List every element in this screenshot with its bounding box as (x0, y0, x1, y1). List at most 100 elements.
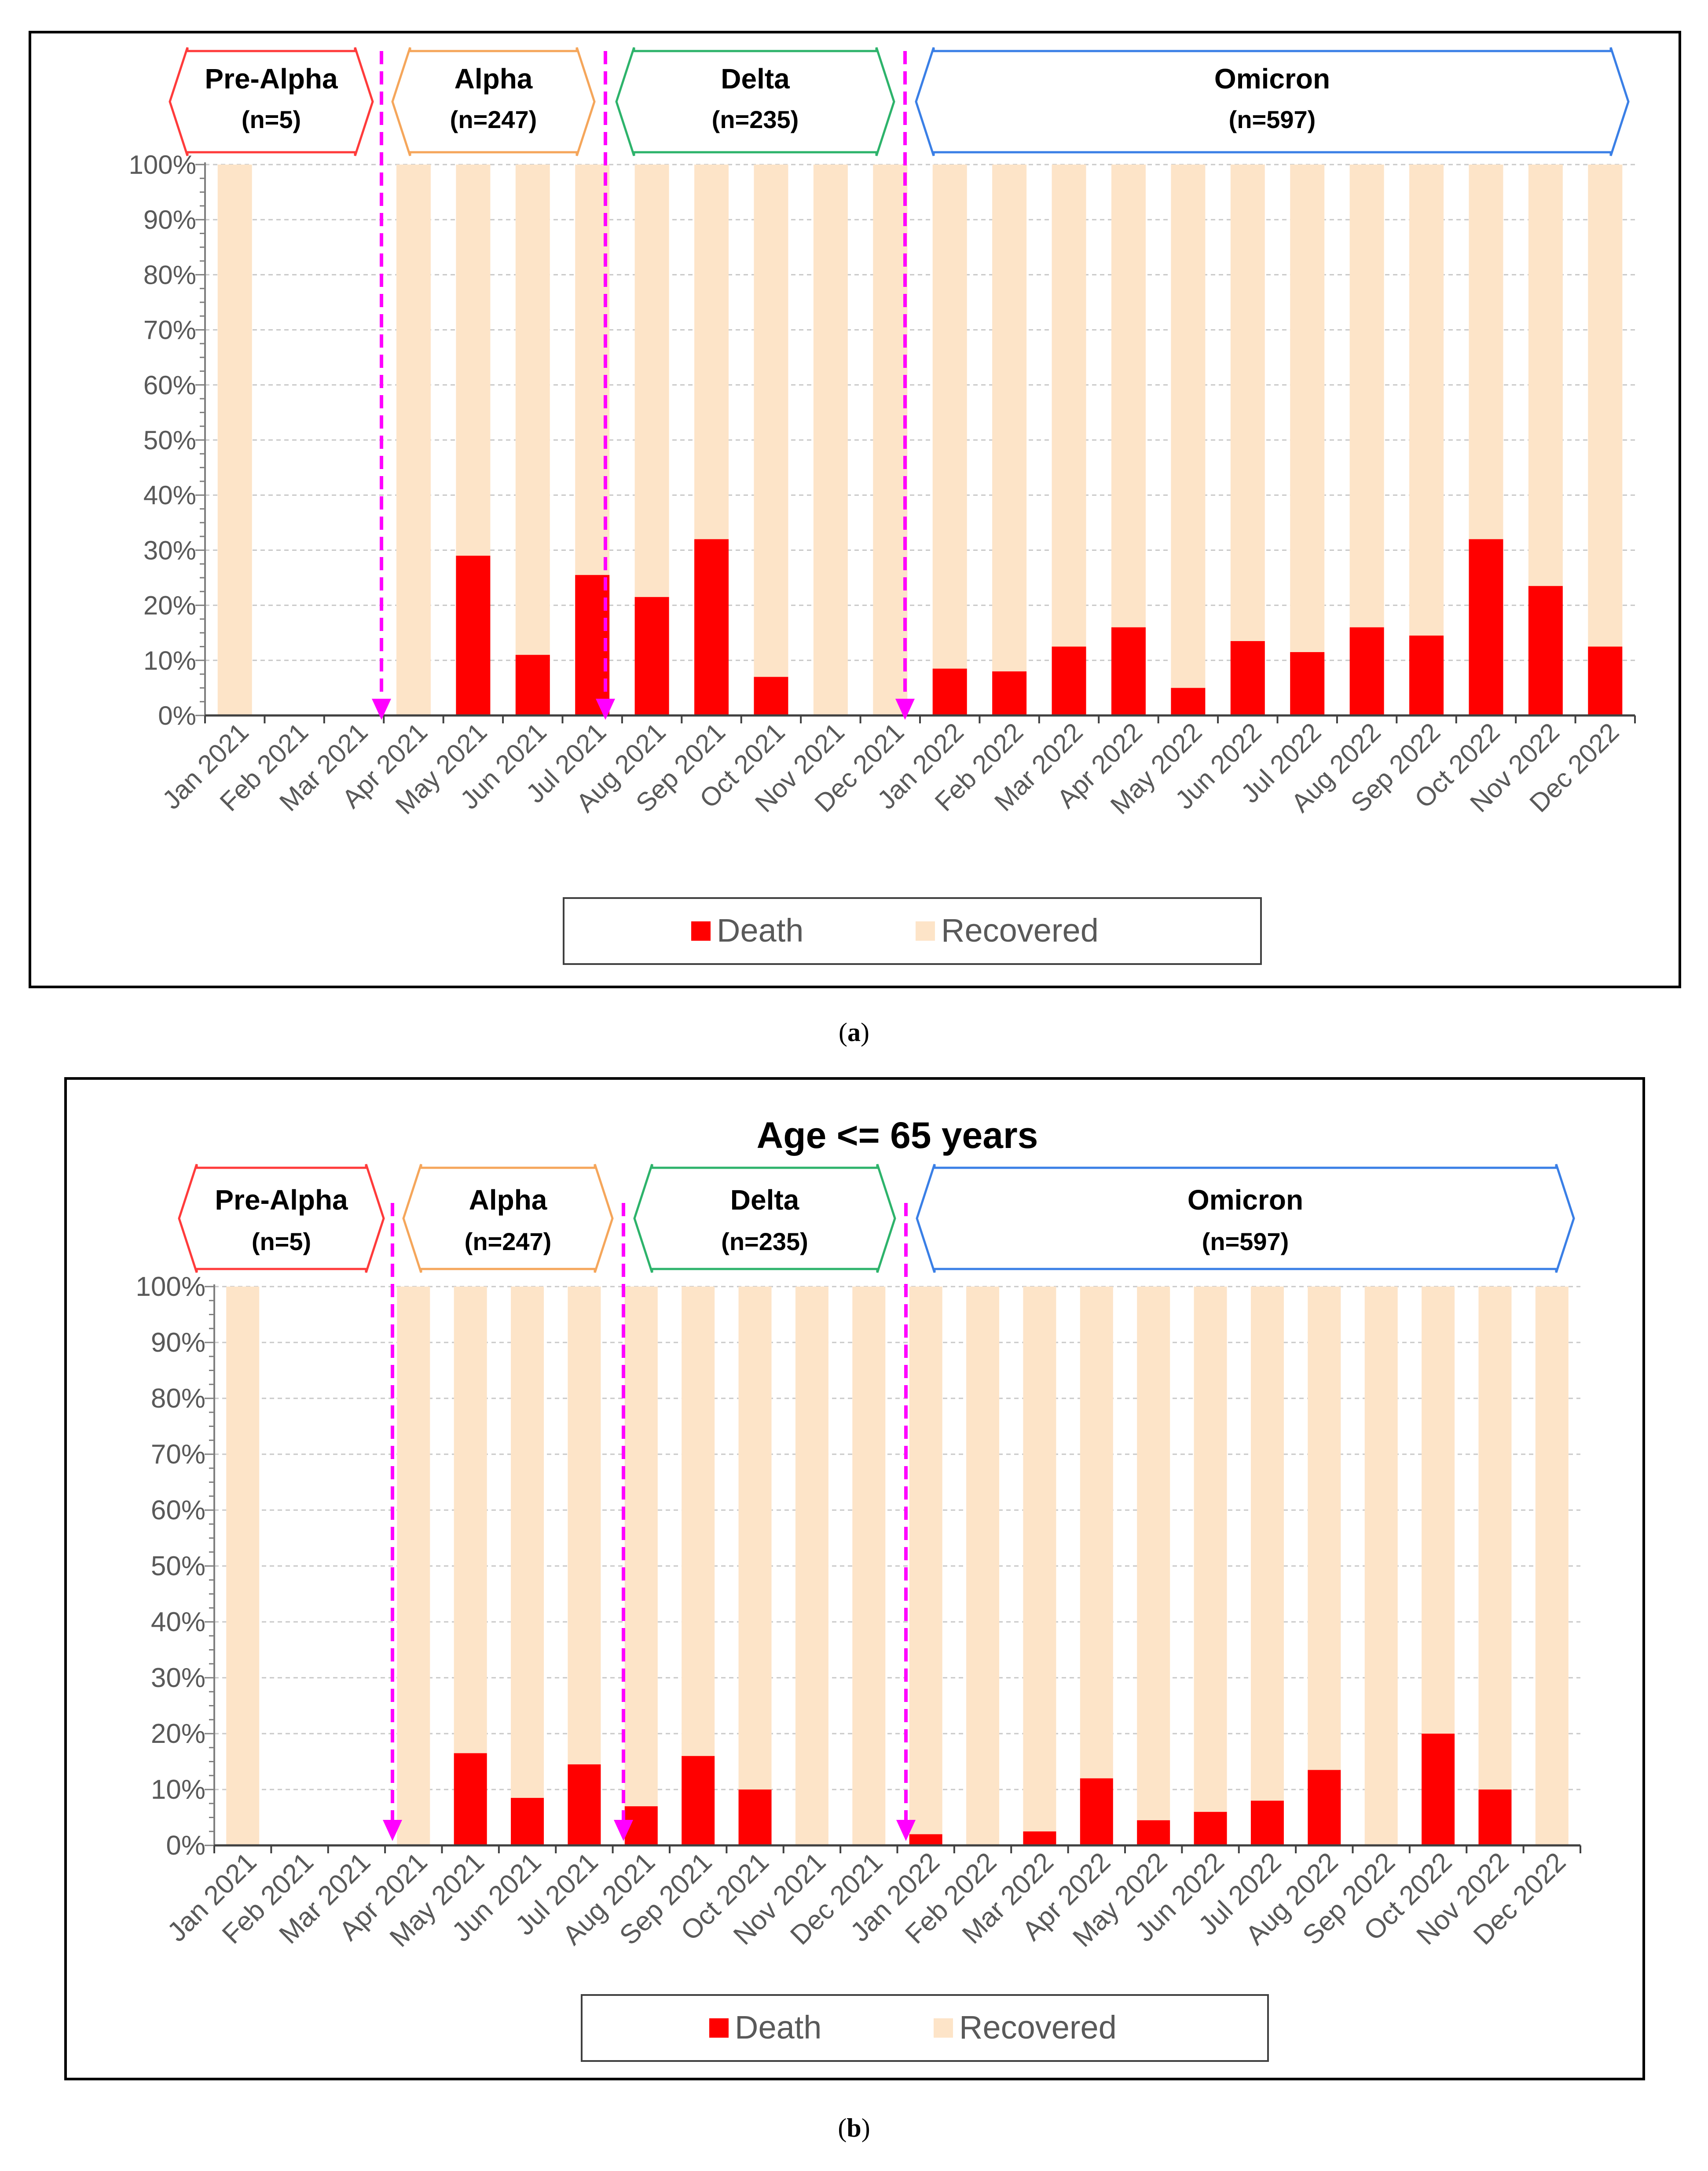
separator-arrowhead-icon (895, 699, 915, 720)
bar-death (738, 1790, 772, 1845)
y-tick-label: 80% (151, 1383, 205, 1414)
bar-death (1469, 539, 1503, 715)
period-name: Pre-Alpha (215, 1184, 348, 1216)
bar-recovered (852, 1287, 886, 1845)
bar-death (456, 555, 491, 715)
bar-recovered (738, 1287, 772, 1790)
period-bracket (178, 1164, 385, 1273)
period-name: Alpha (469, 1184, 547, 1216)
legend-label: Death (735, 2009, 821, 2046)
chart-title: Age <= 65 years (757, 1115, 1038, 1156)
y-tick-label: 0% (158, 701, 196, 730)
y-tick-label: 80% (143, 260, 196, 290)
legend-box (581, 1994, 1269, 2062)
bar-death (694, 539, 729, 715)
bar-death (1422, 1734, 1455, 1845)
y-tick-label: 10% (143, 646, 196, 675)
bar-recovered (932, 165, 967, 669)
caption-a: (a) (839, 1018, 869, 1047)
bar-recovered (456, 165, 491, 556)
bar-death (1080, 1778, 1113, 1845)
y-tick-label: 90% (151, 1328, 205, 1358)
period-name: Pre-Alpha (205, 63, 338, 95)
bar-recovered (1308, 1287, 1341, 1770)
period-bracket (402, 1164, 614, 1273)
legend-label: Recovered (959, 2009, 1117, 2046)
y-tick-label: 100% (136, 1272, 205, 1302)
caption-b: (b) (838, 2113, 870, 2142)
legend-swatch (916, 921, 935, 941)
bar-recovered (1349, 165, 1384, 627)
bar-recovered (511, 1287, 544, 1798)
bar-recovered (454, 1287, 487, 1753)
bar-recovered (682, 1287, 715, 1756)
legend-swatch (709, 2018, 729, 2038)
bar-death (682, 1756, 715, 1845)
period-count: (n=247) (465, 1228, 552, 1255)
legend-box (563, 897, 1262, 965)
y-tick-label: 30% (143, 535, 196, 565)
bar-recovered (226, 1287, 260, 1845)
bar-recovered (1052, 165, 1086, 647)
chart-panel-a: 0% 10% 20% 30% 40% 50% 60% 70% 80% 90% 100% Jan 202… (29, 31, 1681, 988)
period-bracket (391, 47, 596, 156)
separator-arrowhead-icon (596, 699, 615, 720)
bar-death (932, 668, 967, 715)
y-tick-label: 70% (143, 315, 196, 345)
bar-death (1194, 1812, 1227, 1845)
period-name: Omicron (1188, 1184, 1303, 1216)
period-bracket (169, 47, 374, 156)
bar-death (1349, 627, 1384, 715)
chart-b: Age <= 65 years 0% 10% 20% 30% 40% 50% 60% 70% 80… (136, 1115, 1581, 2062)
legend-swatch (934, 2018, 953, 2038)
bar-death (1023, 1831, 1056, 1845)
bar-death (515, 655, 550, 715)
bar-death (1409, 635, 1444, 715)
legend-label: Death (717, 912, 803, 949)
chart-a: 0%10%20%30%40%50%60%70%80%90%100%Jan 202… (129, 47, 1636, 965)
y-tick-label: 50% (151, 1551, 205, 1581)
y-tick-label: 50% (143, 425, 196, 455)
bar-recovered (1290, 165, 1325, 653)
bar-recovered (1469, 165, 1503, 539)
period-bracket (633, 1164, 896, 1273)
bar-recovered (397, 1287, 430, 1845)
bar-death (634, 597, 669, 715)
bar-death (454, 1753, 487, 1845)
period-name: Delta (730, 1184, 799, 1216)
separator-arrowhead-icon (614, 1820, 633, 1841)
bar-recovered (624, 1287, 658, 1807)
chart-panel-b: Age <= 65 years 0% 10% 20% 30% 40% 50% 60% 70% 80… (64, 1077, 1645, 2080)
bar-recovered (1171, 165, 1206, 688)
bar-death (568, 1764, 601, 1845)
bar-recovered (909, 1287, 942, 1834)
period-count: (n=5) (242, 106, 301, 133)
separator-arrowhead-icon (383, 1820, 402, 1841)
bar-recovered (694, 165, 729, 539)
separator-arrowhead-icon (372, 699, 391, 720)
bar-death (1528, 586, 1563, 715)
y-tick-label: 60% (151, 1495, 205, 1526)
bar-death (1052, 646, 1086, 715)
period-name: Omicron (1214, 63, 1330, 95)
separator-arrowhead-icon (896, 1820, 916, 1841)
bar-recovered (1422, 1287, 1455, 1734)
bar-recovered (1528, 165, 1563, 586)
bar-death (1230, 641, 1265, 715)
bar-recovered (568, 1287, 601, 1764)
bar-death (754, 677, 788, 715)
y-tick-label: 40% (143, 480, 196, 510)
bar-recovered (1111, 165, 1146, 627)
y-tick-label: 100% (129, 150, 196, 180)
bar-recovered (992, 165, 1027, 671)
bar-recovered (754, 165, 788, 677)
bar-death (1290, 652, 1325, 715)
period-count: (n=235) (712, 106, 799, 133)
bar-death (511, 1798, 544, 1845)
y-tick-label: 60% (143, 370, 196, 400)
period-name: Alpha (454, 63, 533, 95)
bar-recovered (217, 165, 252, 715)
bar-death (1137, 1820, 1170, 1845)
bar-recovered (1535, 1287, 1569, 1845)
legend-swatch (691, 921, 711, 941)
